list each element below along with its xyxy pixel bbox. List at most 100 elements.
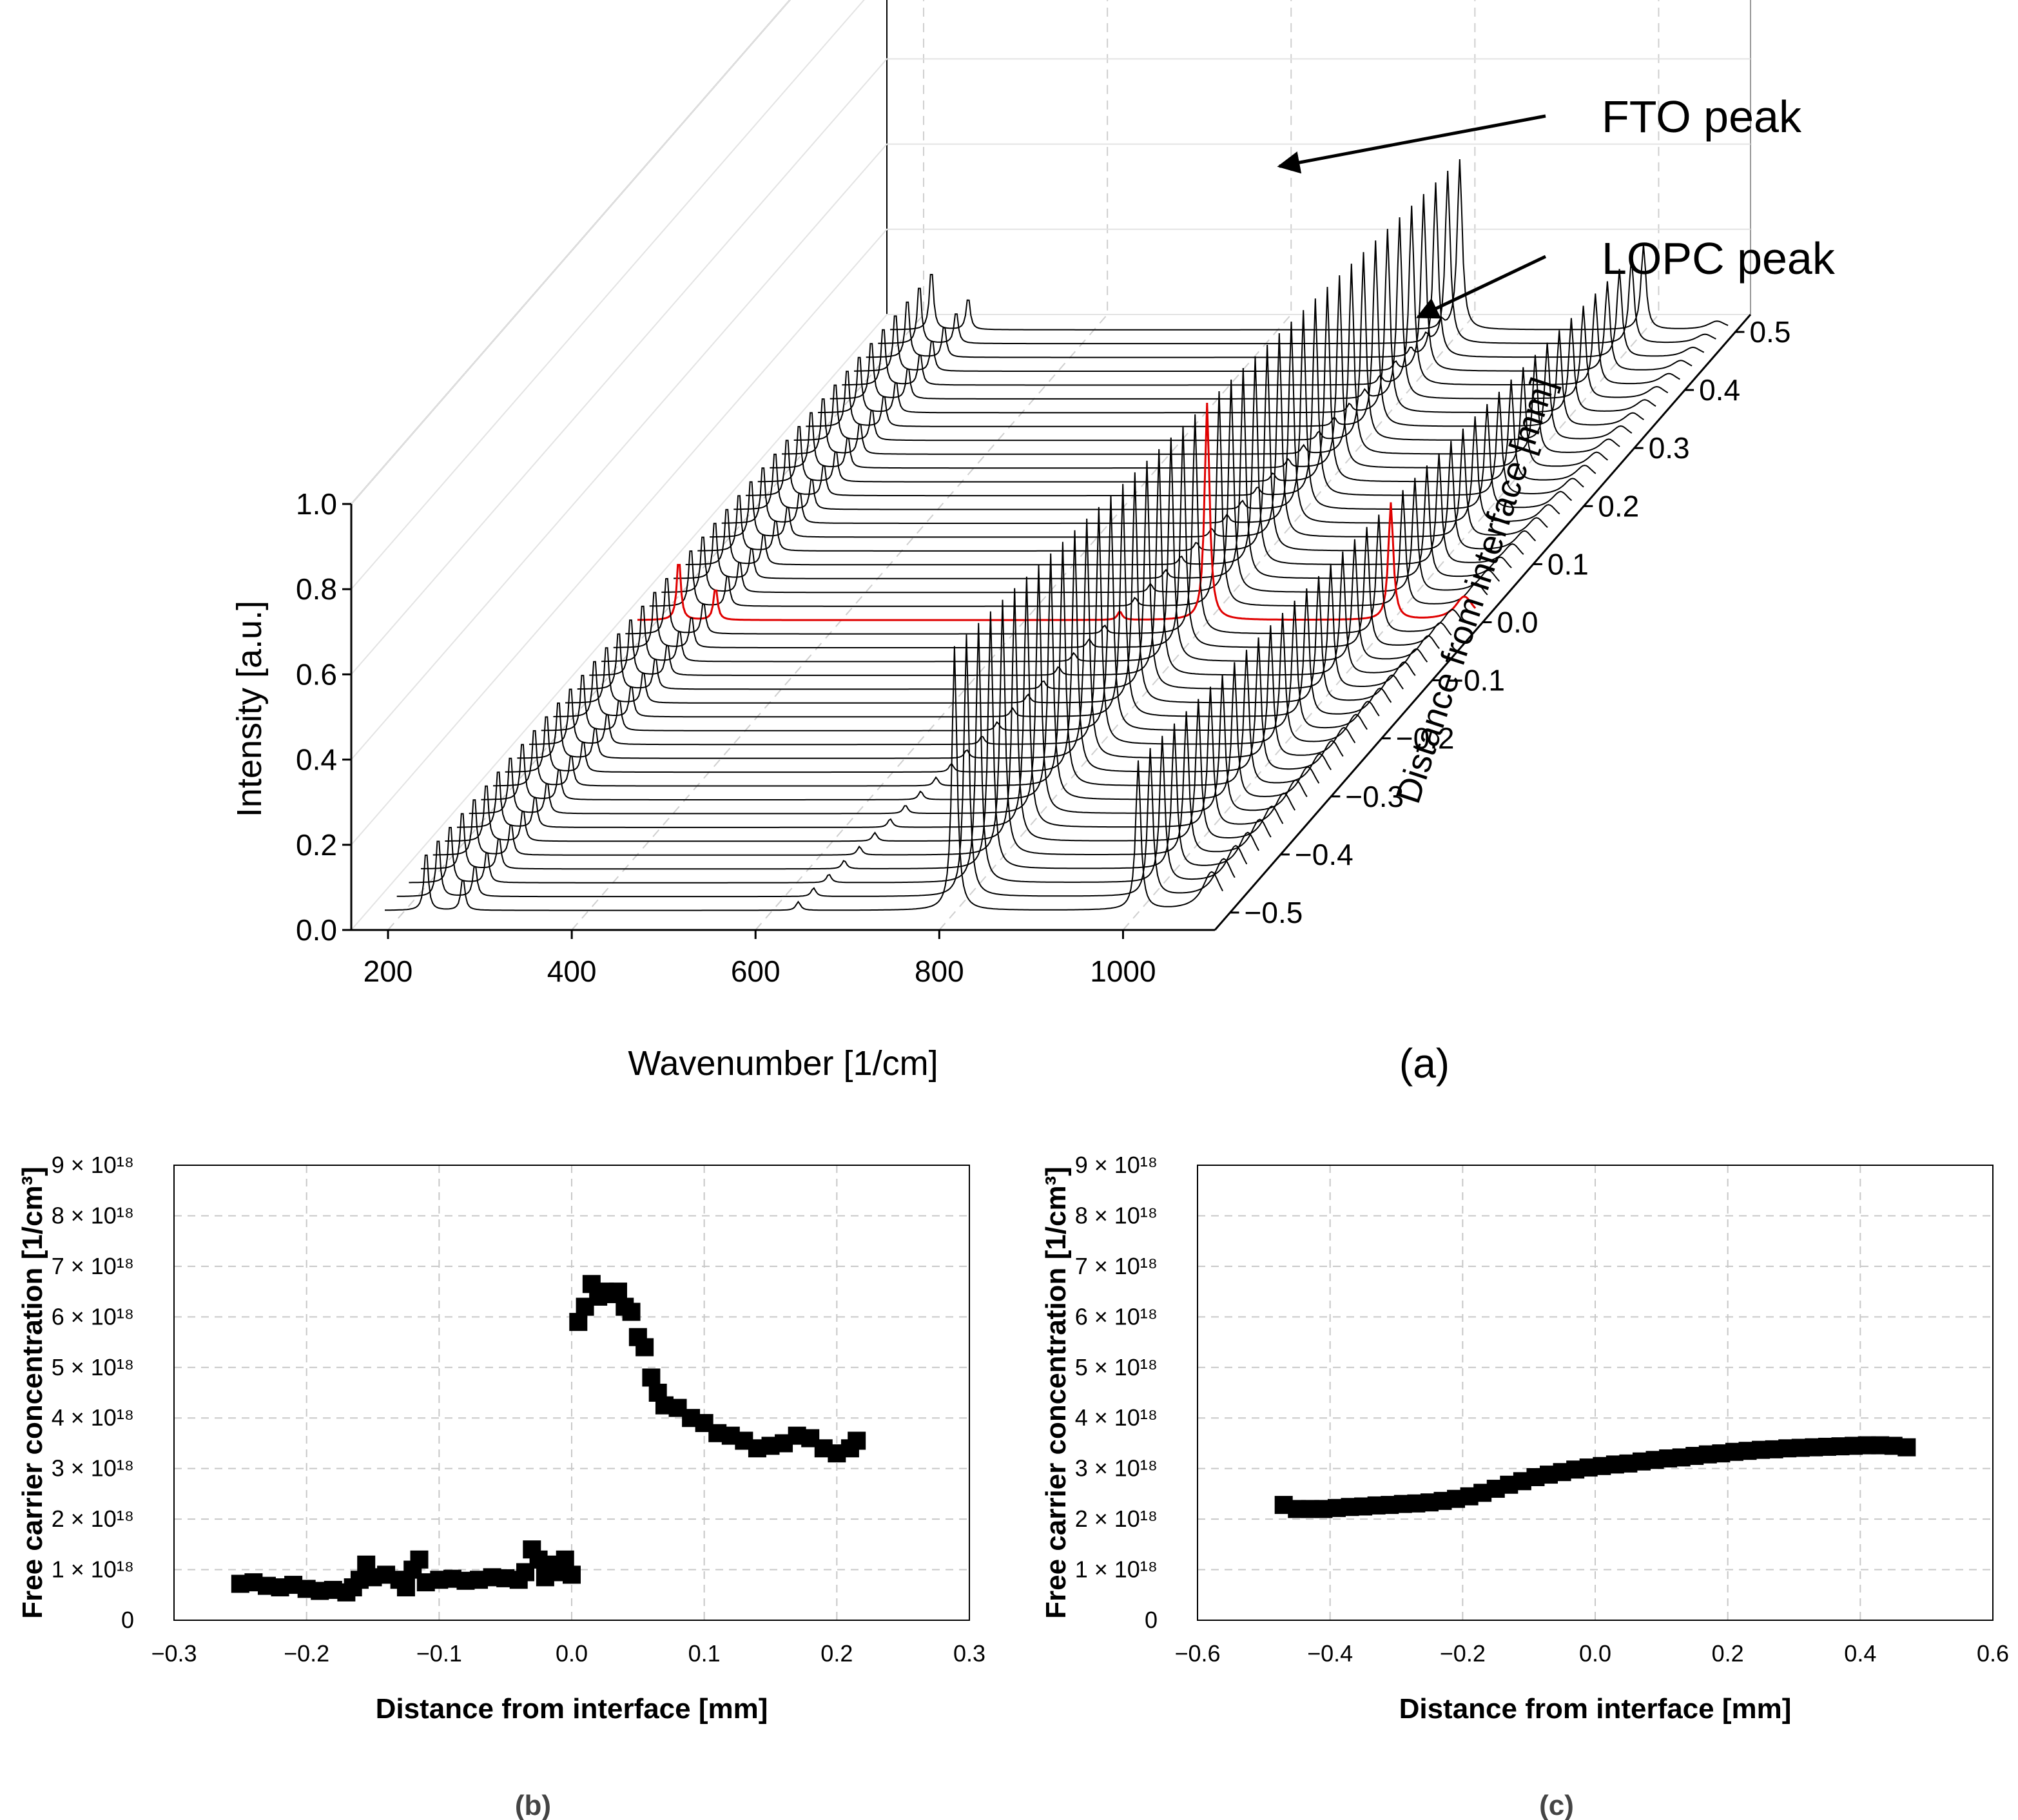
plot-c-x-tick-label: 0.0 xyxy=(1579,1640,1611,1667)
plot-b-data-point xyxy=(635,1338,654,1357)
spectrum-line xyxy=(878,170,1716,345)
plot-b-x-tick-label: 0.2 xyxy=(820,1640,853,1667)
plot-b-y-tick-label: 0 xyxy=(121,1607,134,1633)
plot-b-data-point xyxy=(848,1431,866,1450)
spectrum-line xyxy=(889,159,1729,331)
distance-tick-label: −0.2 xyxy=(1396,722,1455,755)
wavenumber-grid-line xyxy=(1122,0,1660,931)
plot-b-x-tick-label: 0.3 xyxy=(953,1640,985,1667)
distance-tick-label: 0.3 xyxy=(1649,431,1690,465)
spectrum-line xyxy=(613,425,1452,648)
spectrum-line xyxy=(529,507,1368,746)
spectrum-line xyxy=(625,414,1464,635)
plot-b-data-point xyxy=(563,1565,581,1584)
plot-b-panel-label: (b) xyxy=(515,1790,551,1820)
plot-b-y-tick-label: 7 × 10¹⁸ xyxy=(52,1253,134,1279)
spectrum-line xyxy=(409,623,1248,884)
distance-tick-label: 0.5 xyxy=(1749,315,1790,349)
waterfall-grid xyxy=(351,0,1751,931)
wavenumber-tick-label: 1000 xyxy=(1090,954,1156,988)
distance-tick-label: −0.1 xyxy=(1446,664,1505,697)
plot-b-y-tick-label: 6 × 10¹⁸ xyxy=(52,1303,134,1330)
spectrum-line xyxy=(673,367,1512,579)
plot-b-x-tick-label: 0.1 xyxy=(688,1640,721,1667)
plot-c-y-tick-label: 7 × 10¹⁸ xyxy=(1075,1253,1158,1279)
plot-c-x-tick-label: −0.4 xyxy=(1307,1640,1353,1667)
wavenumber-grid-line xyxy=(938,0,1476,931)
distance-axis-label: Distance from interface [mm] xyxy=(1388,373,1562,808)
plot-b-data-point xyxy=(642,1368,661,1387)
plot-b-y-tick-label: 9 × 10¹⁸ xyxy=(52,1152,134,1178)
spectrum-line xyxy=(445,588,1284,842)
plot-c-data-point xyxy=(1897,1438,1916,1457)
spectrum-line xyxy=(385,646,1223,911)
intensity-tick-labels: 0.0 0.2 0.4 0.6 0.8 1.0 xyxy=(296,487,351,947)
plot-c-x-axis-label: Distance from interface [mm] xyxy=(1399,1693,1792,1725)
plot-b-data-point xyxy=(396,1578,415,1597)
lopc-peak-arrow xyxy=(1415,255,1547,319)
spectrum-line xyxy=(469,565,1308,815)
intensity-tick-label: 0.2 xyxy=(296,828,337,862)
wavenumber-tick-label: 800 xyxy=(915,954,964,988)
plot-c-plot-frame xyxy=(1197,1165,1994,1621)
intensity-grid-line xyxy=(351,0,865,590)
plot-b-data-point xyxy=(410,1550,429,1569)
intensity-grid-line xyxy=(351,0,791,505)
plot-b-y-tick-label: 4 × 10¹⁸ xyxy=(52,1404,134,1431)
intensity-axis-label: Intensity [a.u.] xyxy=(230,601,269,817)
distance-tick-label: −0.3 xyxy=(1345,780,1404,813)
spectrum-line xyxy=(817,229,1656,414)
intensity-tick-label: 0.4 xyxy=(296,743,337,777)
plot-b-data-point xyxy=(608,1283,627,1301)
plot-b-y-tick-label: 8 × 10¹⁸ xyxy=(52,1202,134,1228)
spectrum-line xyxy=(793,252,1633,441)
intensity-grid-line xyxy=(351,143,1751,760)
plot-b-x-tick-label: −0.3 xyxy=(151,1640,197,1667)
waterfall-plot: 0.0 0.2 0.4 0.6 0.8 1.0 200 400 600 800 1000 −0.5… xyxy=(230,0,1836,1087)
spectrum-line xyxy=(432,599,1272,856)
plot-b-x-tick-label: −0.2 xyxy=(284,1640,329,1667)
plot-b-data-point xyxy=(622,1302,641,1321)
spectrum-line xyxy=(866,182,1705,358)
intensity-tick-label: 1.0 xyxy=(296,487,337,521)
spectrum-line xyxy=(757,287,1596,483)
spectrum-line xyxy=(830,217,1669,400)
spectrum-line xyxy=(577,460,1416,690)
scatter-plot-b: −0.3 −0.2 −0.1 0.0 0.1 0.2 0.3 0 1 × 10¹⁸ 2 × 10¹… xyxy=(17,1152,985,1820)
plot-b-x-tick-label: −0.1 xyxy=(416,1640,462,1667)
plot-b-y-tick-label: 5 × 10¹⁸ xyxy=(52,1354,134,1380)
distance-tick-label: 0.1 xyxy=(1547,547,1589,581)
spectrum-line xyxy=(770,275,1609,469)
plot-c-y-tick-label: 2 × 10¹⁸ xyxy=(1075,1505,1158,1532)
wavenumber-tick-label: 400 xyxy=(547,954,597,988)
waterfall-spectra xyxy=(385,159,1729,911)
distance-tick-label: 0.4 xyxy=(1699,373,1740,407)
spectrum-line xyxy=(661,379,1500,594)
spectrum-line xyxy=(421,611,1259,870)
spectrum-line xyxy=(396,634,1236,898)
plot-c-x-tick-label: 0.2 xyxy=(1712,1640,1744,1667)
spectrum-line xyxy=(697,344,1537,552)
panel-a-label: (a) xyxy=(1399,1040,1450,1087)
plot-b-y-tick-label: 2 × 10¹⁸ xyxy=(52,1505,134,1532)
plot-b-y-tick-label: 1 × 10¹⁸ xyxy=(52,1556,134,1583)
wavenumber-axis-label: Wavenumber [1/cm] xyxy=(628,1044,938,1083)
wavenumber-grid-line xyxy=(387,0,925,931)
spectrum-line xyxy=(782,264,1620,455)
plot-b-data-point xyxy=(556,1550,574,1569)
fto-peak-label: FTO peak xyxy=(1602,92,1802,142)
side-wall-top-edge xyxy=(351,0,791,505)
plot-c-x-tick-label: −0.6 xyxy=(1174,1640,1220,1667)
plot-c-x-tick-label: 0.4 xyxy=(1844,1640,1876,1667)
spectrum-line xyxy=(685,356,1524,566)
plot-c-y-tick-label: 1 × 10¹⁸ xyxy=(1075,1556,1158,1583)
plot-b-x-axis-label: Distance from interface [mm] xyxy=(376,1693,768,1725)
plot-c-y-tick-label: 0 xyxy=(1145,1607,1158,1633)
wavenumber-grid-line xyxy=(571,0,1109,931)
spectrum-line xyxy=(541,495,1380,731)
plot-b-data-point xyxy=(569,1313,588,1331)
wavenumber-tick-label: 600 xyxy=(731,954,781,988)
spectrum-line xyxy=(481,553,1320,800)
distance-tick-labels: −0.5 −0.4 −0.3 −0.2 −0.1 0.0 0.1 0.2 0.3 0.4 0.5 xyxy=(1230,315,1790,929)
